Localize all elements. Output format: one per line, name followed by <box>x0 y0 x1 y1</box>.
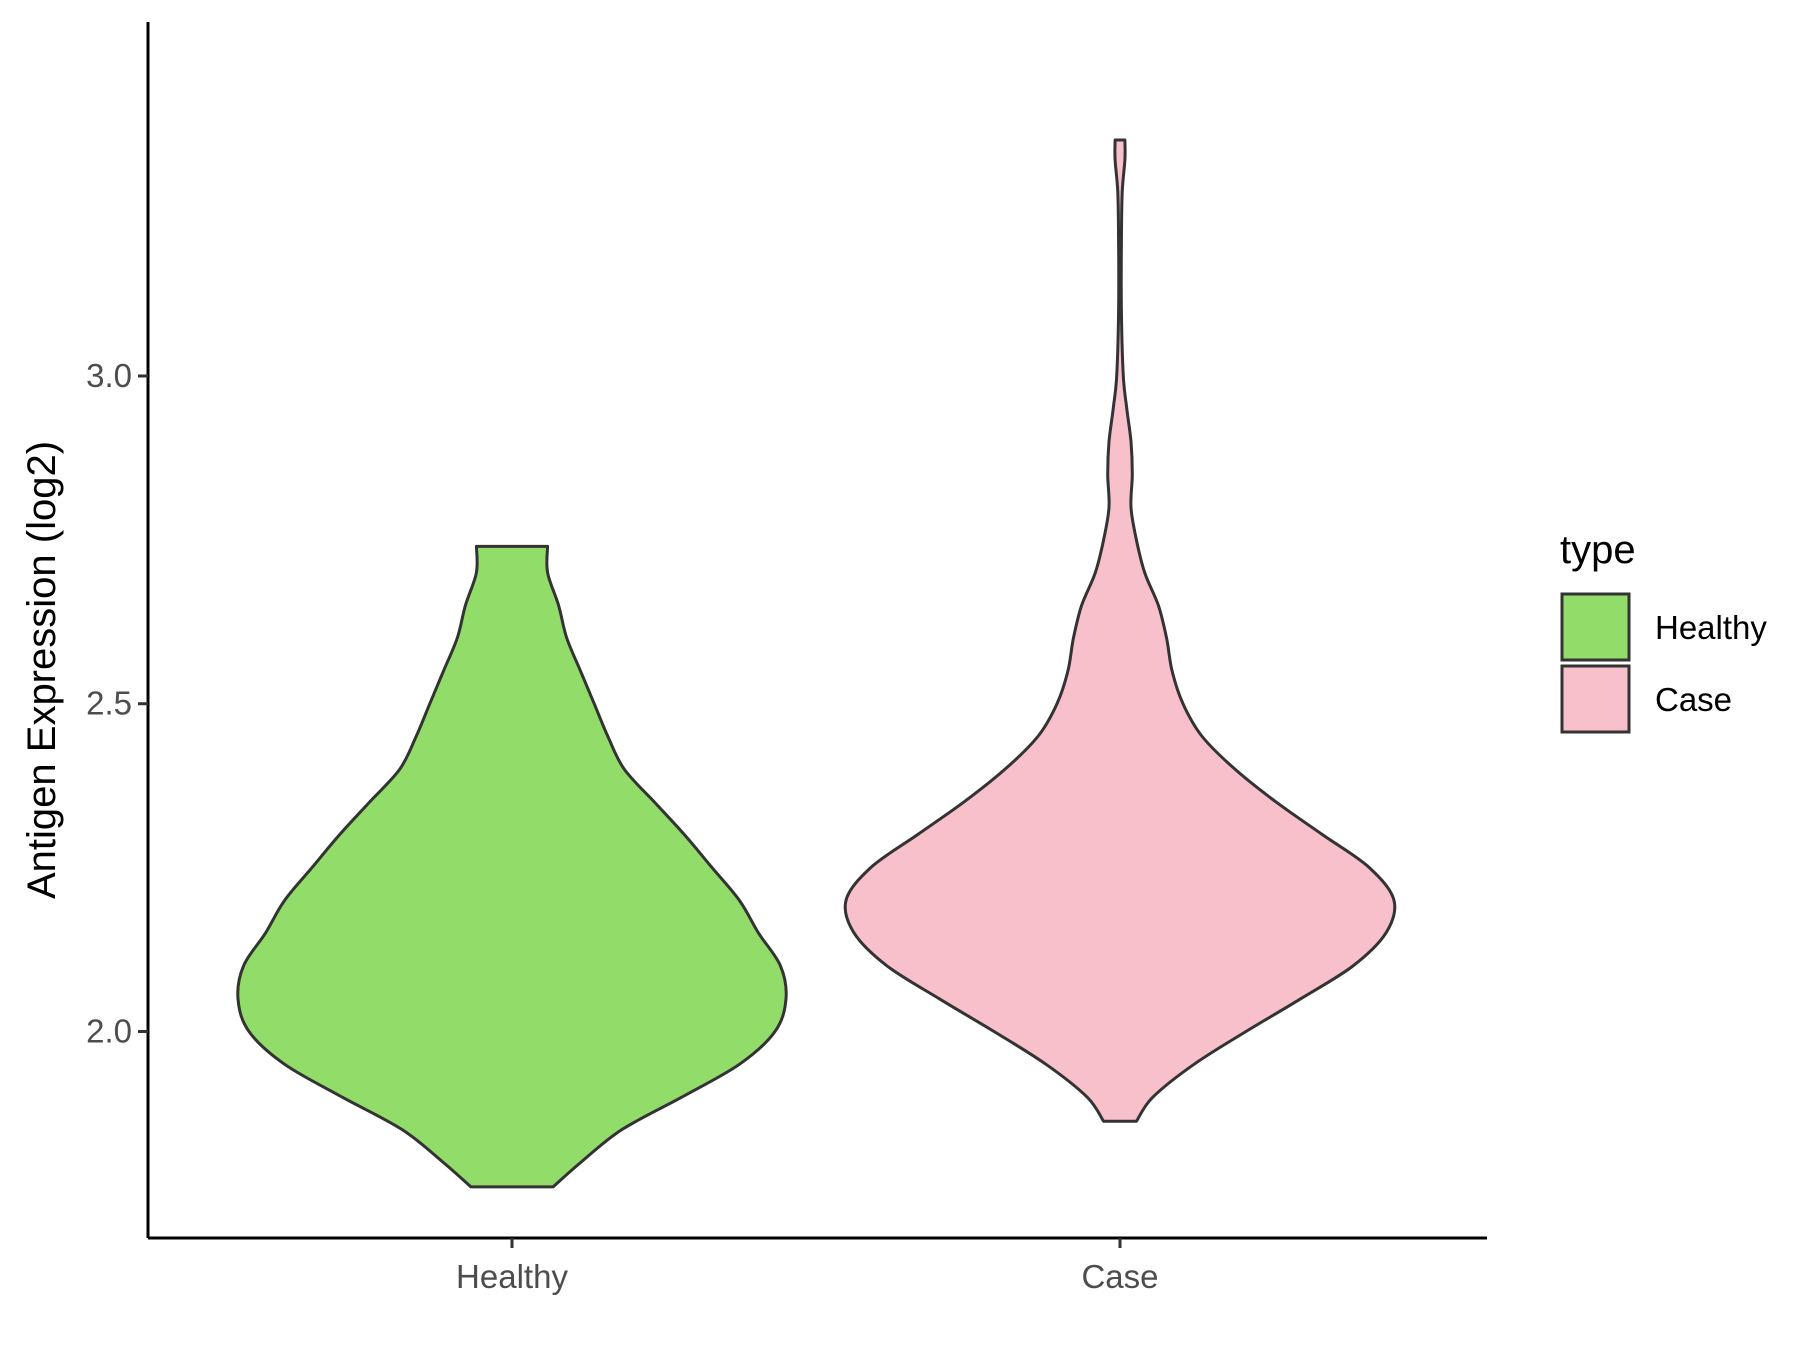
legend: type Healthy Case <box>1560 528 1767 734</box>
x-tick-label: Case <box>1081 1258 1158 1295</box>
y-tick-label: 2.5 <box>86 685 132 722</box>
legend-label-case: Case <box>1655 681 1732 718</box>
violin-case <box>843 138 1397 1123</box>
y-axis-title: Antigen Expression (log2) <box>20 441 64 899</box>
legend-label-healthy: Healthy <box>1655 609 1767 646</box>
y-tick-label: 3.0 <box>86 357 132 394</box>
axes-layer: 2.0 2.5 3.0 Healthy Case Antigen Expression (… <box>20 22 1487 1295</box>
violins-layer <box>236 138 1397 1189</box>
x-tick-label: Healthy <box>456 1258 568 1295</box>
y-tick-label: 2.0 <box>86 1013 132 1050</box>
legend-key-healthy <box>1560 592 1631 662</box>
violin-healthy <box>236 544 788 1189</box>
legend-title: type <box>1560 528 1636 572</box>
legend-key-case <box>1560 664 1631 734</box>
